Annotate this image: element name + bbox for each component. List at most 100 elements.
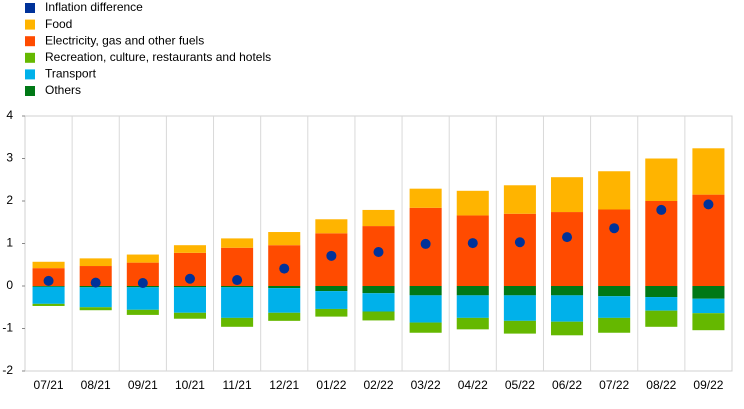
bar-segment <box>315 291 348 309</box>
dot <box>232 275 243 286</box>
x-tick-label: 07/21 <box>34 378 64 392</box>
bar-segment <box>456 295 489 318</box>
x-tick-label: 08/22 <box>646 378 676 392</box>
bar-segment <box>598 286 631 297</box>
x-tick-label: 01/22 <box>316 378 346 392</box>
y-tick-label: 3 <box>6 151 13 165</box>
bar-segment <box>221 286 254 288</box>
bar-segment <box>598 171 631 210</box>
legend-label: Inflation difference <box>45 0 143 14</box>
bar-segment <box>362 286 395 294</box>
bar-segment <box>598 296 631 318</box>
y-tick-label: 2 <box>6 193 13 207</box>
bar-segment <box>692 286 725 299</box>
bar-segment <box>503 320 536 334</box>
bar-segment <box>645 158 678 201</box>
bar-segment <box>126 309 159 315</box>
x-tick-label: 12/21 <box>269 378 299 392</box>
bar-segment <box>126 254 159 263</box>
dot <box>373 247 384 257</box>
bar-segment <box>221 317 254 327</box>
bar-segment <box>315 219 348 234</box>
bar-segment <box>173 245 206 253</box>
bar-segment <box>503 295 536 321</box>
bar-segment <box>551 177 584 213</box>
bar-segment <box>692 148 725 195</box>
bar-segment <box>645 310 678 327</box>
bar-segment <box>362 311 395 321</box>
bar-segment <box>551 212 584 286</box>
bar-segment <box>221 287 254 318</box>
bar-segment <box>315 308 348 317</box>
x-tick-label: 07/22 <box>599 378 629 392</box>
legend-label: Others <box>45 83 81 97</box>
bar-segment <box>32 286 65 287</box>
dot <box>514 237 525 248</box>
dot <box>326 250 337 261</box>
bar-segment <box>79 258 112 267</box>
bar-segment <box>32 303 65 306</box>
bar-segment <box>362 209 395 227</box>
legend-swatch <box>25 19 35 30</box>
legend-label: Food <box>45 17 72 31</box>
legend-swatch <box>25 86 35 96</box>
x-tick-label: 02/22 <box>363 378 393 392</box>
bar-segment <box>173 286 206 288</box>
dot <box>703 199 714 210</box>
bar-segment <box>503 185 536 214</box>
legend-swatch <box>25 69 35 80</box>
bar-segment <box>692 313 725 331</box>
x-tick-label: 06/22 <box>552 378 582 392</box>
bar-segment <box>173 312 206 319</box>
legend-swatch <box>25 36 35 47</box>
dot <box>609 223 620 234</box>
dot <box>43 275 54 286</box>
bar-segment <box>221 238 254 248</box>
bar-segment <box>456 190 489 216</box>
bar-segment <box>598 209 631 286</box>
bar-segment <box>268 288 301 313</box>
bar-segment <box>362 293 395 312</box>
y-tick-label: -2 <box>2 363 13 377</box>
bar-segment <box>409 286 442 296</box>
dot <box>184 273 195 284</box>
bar-segment <box>409 322 442 333</box>
bar-segment <box>503 213 536 286</box>
bar-segment <box>268 232 301 246</box>
y-tick-label: 0 <box>6 278 13 292</box>
legend-swatch <box>25 3 35 13</box>
bar-segment <box>503 286 536 296</box>
dot <box>562 232 573 243</box>
bar-segment <box>32 286 65 304</box>
legend-label: Electricity, gas and other fuels <box>45 33 204 47</box>
bar-segment <box>79 307 112 311</box>
bar-segment <box>79 266 112 286</box>
bar-segment <box>173 287 206 313</box>
bar-segment <box>126 287 159 310</box>
dot <box>467 238 478 249</box>
legend-swatch <box>25 52 35 63</box>
legend-label: Transport <box>45 67 97 81</box>
bar-segment <box>79 287 112 308</box>
bar-segment <box>315 286 348 292</box>
bar-segment <box>268 312 301 321</box>
bar-segment <box>645 201 678 286</box>
bar-segment <box>551 286 584 296</box>
bar-segment <box>456 317 489 330</box>
x-tick-label: 09/22 <box>693 378 723 392</box>
bar-segment <box>551 295 584 322</box>
x-tick-label: 08/21 <box>81 378 111 392</box>
bar-segment <box>645 286 678 298</box>
y-tick-label: -1 <box>2 321 13 335</box>
bar-segment <box>692 298 725 314</box>
bar-segment <box>551 321 584 336</box>
legend-label: Recreation, culture, restaurants and hot… <box>45 50 271 64</box>
bar-segment <box>645 297 678 311</box>
bar-segment <box>598 317 631 333</box>
x-tick-label: 03/22 <box>411 378 441 392</box>
y-tick-label: 4 <box>6 108 13 122</box>
dot <box>656 204 667 215</box>
y-tick-label: 1 <box>6 236 13 250</box>
bar-segment <box>126 262 159 286</box>
